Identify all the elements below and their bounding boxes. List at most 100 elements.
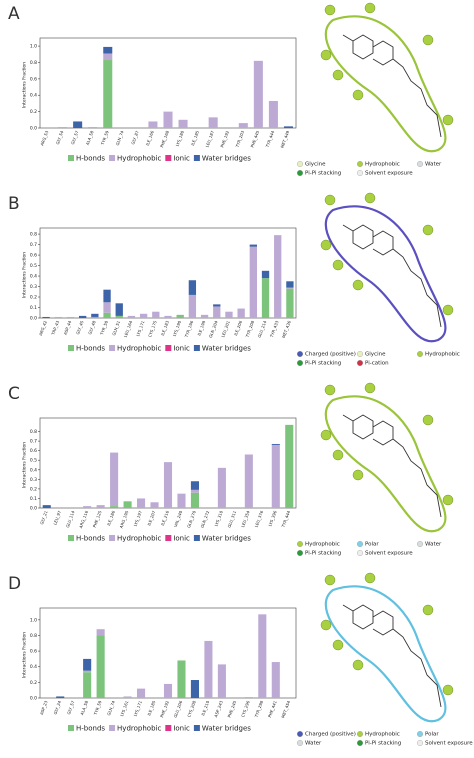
legend-swatch — [165, 725, 172, 731]
x-tick-label: TYR_444 — [264, 130, 275, 149]
bar-segment — [176, 314, 184, 318]
y-tick-label: 0.0 — [30, 316, 37, 322]
diagram-legend-icon — [357, 541, 363, 547]
diagram-legend-icon — [297, 170, 303, 176]
x-tick-label: PHE_192 — [159, 700, 170, 719]
x-tick-label: ARG_116 — [78, 510, 89, 529]
y-axis-label: Interactions Fraction — [22, 442, 28, 488]
binding-pocket — [324, 395, 447, 533]
x-tick-label: MET_436 — [281, 320, 292, 339]
diagram-legend-icon — [357, 550, 363, 556]
bar-segment — [127, 315, 136, 318]
residue — [332, 69, 344, 81]
panel-label: D — [8, 574, 21, 594]
y-tick-label: 0.6 — [30, 448, 37, 454]
x-tick-label: MET_454 — [280, 700, 291, 719]
legend-swatch — [193, 345, 200, 351]
x-tick-label: VAL_240 — [173, 510, 184, 528]
bar-segment — [123, 501, 132, 508]
bar-segment — [58, 127, 68, 128]
diagram-legend-label: Charged (positive) — [305, 732, 356, 738]
x-tick-label: ILE_186 — [106, 510, 116, 527]
plot-frame — [39, 227, 297, 319]
bar-segment — [177, 493, 186, 508]
legend-label: Water bridges — [202, 725, 251, 733]
x-tick-label: ASP_23 — [39, 700, 49, 716]
legend-swatch — [68, 155, 74, 161]
legend-label: Hydrophobic — [117, 345, 161, 353]
residue — [352, 279, 364, 291]
y-tick-label: 0.7 — [30, 242, 37, 248]
x-tick-label: GLU_311 — [226, 510, 237, 529]
bar-segment — [285, 424, 294, 508]
x-tick-label: TYR_433 — [269, 320, 280, 339]
bar-segment — [152, 311, 160, 318]
binding-pocket — [324, 205, 447, 343]
ligand — [342, 604, 442, 708]
y-tick-label: 0.0 — [30, 126, 37, 132]
y-tick-label: 0.4 — [30, 467, 37, 473]
y-axis-label: Interactions Fraction — [22, 62, 28, 108]
bar-segment — [178, 119, 188, 128]
y-tick-label: 0.3 — [30, 284, 37, 290]
bar-segment — [139, 313, 148, 318]
bar-segment — [283, 126, 293, 128]
diagram-legend-label: Solvent exposure — [365, 551, 413, 557]
residue — [352, 659, 364, 671]
bar-segment — [204, 640, 213, 698]
bar-segment — [66, 316, 75, 318]
x-tick-label: LYS_310 — [213, 510, 223, 527]
bar-segment — [103, 302, 111, 313]
diagram-legend-label: Hydrophobic — [365, 732, 400, 738]
bar-segment — [115, 315, 123, 318]
legend-label: Hydrophobic — [117, 725, 161, 733]
x-tick-label: ILE_185 — [146, 700, 156, 717]
legend-swatch — [165, 345, 172, 351]
bar-segment — [261, 270, 270, 279]
bar-segment — [188, 280, 197, 295]
x-tick-label: ALA_58 — [85, 130, 95, 146]
bar-segment — [253, 60, 263, 128]
bar-segment — [177, 660, 186, 698]
bar-segment — [286, 287, 294, 289]
x-tick-label: GLY_45 — [75, 320, 85, 336]
x-tick-label: TRP_43 — [50, 320, 60, 337]
legend-label: Hydrophobic — [117, 535, 161, 543]
residue — [364, 382, 376, 394]
y-tick-label: 0.7 — [30, 439, 37, 445]
residue — [422, 34, 434, 46]
bar-segment — [42, 505, 51, 508]
bar-segment — [190, 492, 199, 508]
diagram-legend-label: Pi-Pi stacking — [365, 741, 401, 747]
x-tick-label: PHE_445 — [250, 130, 261, 149]
x-tick-label: ARG_53 — [39, 130, 49, 147]
x-tick-label: LEU_354 — [240, 510, 251, 528]
legend-swatch — [193, 725, 200, 731]
legend-swatch — [193, 535, 200, 541]
x-tick-label: GLY_57 — [70, 130, 80, 146]
x-tick-label: PHE_441 — [267, 700, 278, 719]
bar-segment — [163, 462, 173, 508]
x-tick-label: ILE_216 — [160, 510, 170, 527]
bar-segment — [258, 614, 267, 698]
bar-segment — [91, 313, 99, 317]
diagram-legend-icon — [297, 351, 303, 357]
bar-segment — [213, 304, 221, 307]
y-tick-label: 0.8 — [30, 429, 37, 435]
x-tick-label: TYR_203 — [234, 130, 245, 149]
bar-segment — [83, 658, 92, 671]
legend-label: Water bridges — [202, 345, 251, 353]
diagram-legend-icon — [417, 740, 423, 746]
diagram-legend-label: Polar — [425, 732, 439, 738]
x-tick-label: LEU_187 — [204, 130, 215, 148]
legend-swatch — [68, 535, 74, 541]
y-tick-label: 0.4 — [30, 93, 37, 99]
y-tick-label: 0.2 — [30, 295, 37, 301]
panel-label: C — [8, 384, 20, 404]
x-tick-label: LEU_164 — [123, 320, 134, 338]
ligand — [342, 224, 442, 328]
legend-swatch — [68, 725, 74, 731]
bar-segment — [103, 289, 111, 303]
residue — [324, 4, 336, 16]
bar-segment — [42, 316, 50, 318]
